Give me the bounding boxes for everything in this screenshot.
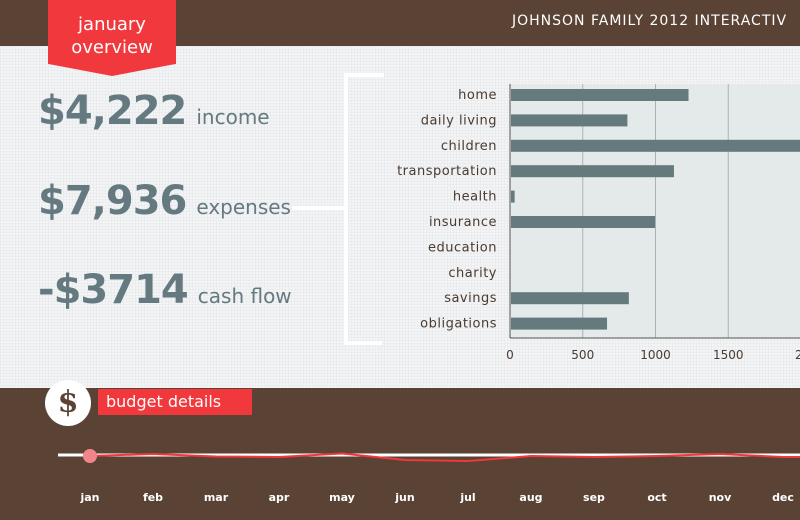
chart-category-label: obligations xyxy=(420,317,497,332)
chart-category-label: health xyxy=(453,190,497,205)
cash-flow-stat: -$3714 cash flow xyxy=(38,267,292,313)
month-mar[interactable]: mar xyxy=(203,491,229,504)
chart-bar xyxy=(511,165,674,178)
expenses-stat: $7,936 expenses xyxy=(38,178,291,224)
month-ribbon-line1: january xyxy=(78,14,146,35)
chart-category-label: daily living xyxy=(421,113,497,128)
chart-bar xyxy=(511,216,656,228)
chart-category-label: insurance xyxy=(429,215,497,230)
chart-tick-label: 500 xyxy=(571,348,594,362)
month-jan[interactable]: jan xyxy=(80,491,100,504)
bracket-divider xyxy=(344,73,382,345)
chart-category-label: savings xyxy=(444,291,497,306)
chart-bar xyxy=(511,114,628,127)
trend-line xyxy=(89,452,800,463)
budget-details-tab[interactable]: budget details xyxy=(98,389,252,415)
month-may[interactable]: may xyxy=(329,491,355,504)
month-jul[interactable]: jul xyxy=(460,491,476,504)
chart-category-label: children xyxy=(441,139,497,154)
expenses-value: $7,936 xyxy=(38,178,187,224)
cash-flow-label: cash flow xyxy=(197,284,292,308)
chart-tick-label: 1000 xyxy=(640,348,671,362)
cash-flow-value: -$3714 xyxy=(38,267,189,313)
chart-category-label: charity xyxy=(448,266,497,281)
app-title: JOHNSON FAMILY 2012 INTERACTIV xyxy=(512,13,788,29)
month-jun[interactable]: jun xyxy=(395,491,415,504)
month-dec[interactable]: dec xyxy=(772,491,794,504)
chart-tick-label: 2 xyxy=(795,348,800,362)
chart-tick-label: 1500 xyxy=(713,348,744,362)
month-oct[interactable]: oct xyxy=(647,491,667,504)
month-feb[interactable]: feb xyxy=(142,491,164,504)
income-label: income xyxy=(196,105,270,129)
month-apr[interactable]: apr xyxy=(268,491,290,504)
income-stat: $4,222 income xyxy=(38,88,270,134)
chart-bar xyxy=(511,317,608,330)
dollar-badge-icon: $ xyxy=(48,383,88,423)
selected-month-marker[interactable] xyxy=(83,449,97,463)
month-ribbon-line2: overview xyxy=(71,37,153,58)
chart-tick-label: 0 xyxy=(506,348,514,362)
expenses-label: expenses xyxy=(196,195,291,219)
month-ribbon[interactable]: january overview xyxy=(48,0,176,76)
bracket-connector xyxy=(292,206,344,210)
expense-bar-chart: home daily living children transportation he… xyxy=(397,84,800,362)
dollar-symbol: $ xyxy=(57,385,79,420)
chart-category-label: home xyxy=(458,88,497,103)
month-aug[interactable]: aug xyxy=(519,491,543,504)
month-nov[interactable]: nov xyxy=(708,491,732,504)
bracket-top-tick xyxy=(378,73,384,77)
chart-bar xyxy=(511,89,689,101)
chart-bar xyxy=(511,190,515,203)
month-timeline xyxy=(58,449,800,463)
chart-category-label: transportation xyxy=(397,164,497,179)
income-value: $4,222 xyxy=(38,88,187,134)
month-sep[interactable]: sep xyxy=(583,491,605,504)
chart-category-label: education xyxy=(428,240,497,255)
chart-bar xyxy=(511,139,800,152)
chart-bar xyxy=(511,292,629,305)
